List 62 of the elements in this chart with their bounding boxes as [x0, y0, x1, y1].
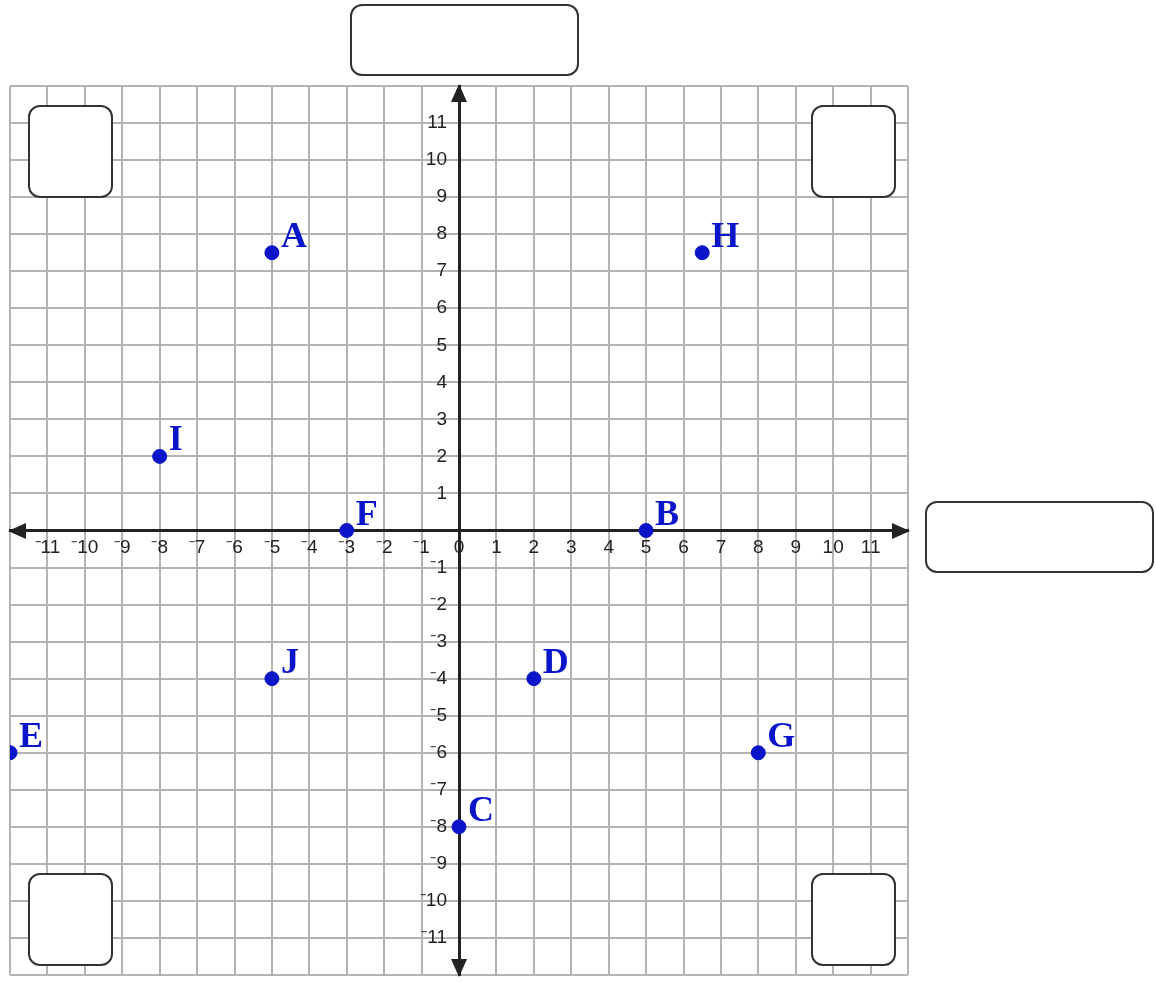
point — [526, 671, 542, 687]
annotation: H — [711, 214, 740, 255]
point — [264, 245, 280, 261]
x-tick-label: 10 — [822, 536, 844, 558]
y-tick-label: 2 — [436, 444, 447, 466]
y-tick-label: 11 — [427, 111, 447, 133]
x-tick-label: 5 — [640, 536, 652, 558]
y-tick-label: ⁻6 — [430, 740, 447, 762]
x-tick-label: 6 — [678, 536, 689, 558]
y-tick-label: ⁻3 — [430, 629, 447, 651]
annotation: F — [355, 492, 378, 533]
annotation: B — [655, 492, 680, 533]
y-tick-label: ⁻10 — [419, 889, 447, 911]
x-tick-label: ⁻2 — [375, 536, 393, 558]
x-tick-label: 3 — [565, 536, 577, 558]
y-tick-label: 3 — [436, 407, 447, 429]
point — [750, 745, 766, 761]
x-tick-label: ⁻10 — [71, 536, 99, 558]
x-tick-label: ⁻5 — [263, 536, 281, 558]
point — [339, 523, 355, 538]
x-tick-label: 9 — [790, 536, 802, 558]
annotation: I — [168, 418, 183, 459]
annotation: C — [468, 788, 494, 829]
x-tick-label: ⁻4 — [301, 536, 319, 558]
x-tick-label: ⁻11 — [34, 536, 61, 558]
x-tick-label: 8 — [753, 536, 764, 558]
y-tick-label: 5 — [436, 333, 447, 355]
y-tick-label: ⁻1 — [430, 555, 447, 577]
x-tick-label: ⁻3 — [338, 536, 356, 558]
annotation: A — [280, 214, 307, 255]
y-tick-label: ⁻8 — [430, 815, 447, 837]
x-tick-label: 11 — [860, 536, 881, 558]
x-tick-label: ⁻6 — [226, 536, 243, 558]
point — [638, 523, 654, 538]
x-tick-label: 1 — [491, 536, 502, 558]
point — [264, 671, 280, 687]
annotation: D — [542, 640, 569, 681]
y-tick-label: ⁻2 — [430, 592, 447, 614]
y-tick-label: 4 — [436, 370, 448, 392]
y-tick-label: 8 — [436, 222, 447, 244]
point — [694, 245, 710, 261]
annotation: G — [767, 714, 796, 755]
y-tick-label: 9 — [436, 185, 447, 207]
y-tick-label: 1 — [436, 481, 447, 503]
x-tick-label: 4 — [603, 536, 615, 558]
y-tick-label: 10 — [425, 148, 447, 170]
y-tick-label: ⁻7 — [430, 778, 447, 800]
x-tick-label: ⁻8 — [151, 536, 168, 558]
y-tick-label: 7 — [436, 259, 447, 281]
point — [152, 448, 168, 464]
y-tick-label: ⁻5 — [430, 703, 447, 725]
y-tick-label: ⁻9 — [430, 852, 447, 874]
x-tick-label: ⁻7 — [188, 536, 206, 558]
x-tick-label: ⁻9 — [113, 536, 131, 558]
point — [451, 819, 467, 835]
y-tick-label: ⁻11 — [421, 926, 447, 948]
annotation: J — [280, 640, 299, 681]
x-tick-label: 7 — [715, 536, 727, 558]
y-tick-label: 6 — [436, 296, 447, 318]
annotation: E — [19, 714, 44, 755]
y-tick-label: ⁻4 — [430, 666, 448, 688]
x-tick-label: 2 — [528, 536, 540, 558]
